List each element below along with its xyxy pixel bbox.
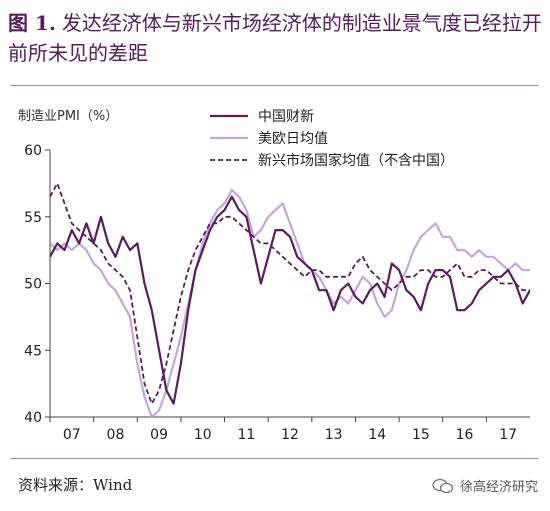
x-tick-label: 16 bbox=[456, 427, 474, 443]
source-divider bbox=[10, 458, 538, 459]
y-tick-label: 40 bbox=[24, 410, 42, 426]
x-tick-label: 14 bbox=[368, 427, 386, 443]
wechat-icon bbox=[432, 478, 454, 493]
brand-name: 徐高经济研究 bbox=[459, 480, 538, 495]
legend-label-1: 美欧日均值 bbox=[258, 131, 328, 147]
x-tick-label: 11 bbox=[237, 427, 255, 443]
series-line-0 bbox=[50, 195, 530, 405]
series-line-1 bbox=[50, 188, 530, 417]
y-tick-label: 60 bbox=[24, 143, 42, 159]
legend-label-0: 中国财新 bbox=[258, 109, 314, 125]
x-tick-label: 17 bbox=[499, 427, 517, 443]
x-tick-label: 08 bbox=[107, 427, 125, 443]
y-tick-label: 55 bbox=[24, 210, 42, 226]
figure-number: 图 1. bbox=[8, 11, 56, 35]
y-tick-label: 45 bbox=[24, 343, 42, 359]
y-tick-label: 50 bbox=[24, 277, 42, 293]
figure-title: 图 1. 发达经济体与新兴市场经济体的制造业景气度已经拉开前所未见的差距 bbox=[8, 8, 544, 68]
x-tick-label: 12 bbox=[281, 427, 299, 443]
x-tick-label: 13 bbox=[325, 427, 343, 443]
x-tick-label: 09 bbox=[150, 427, 168, 443]
figure-caption: 发达经济体与新兴市场经济体的制造业景气度已经拉开前所未见的差距 bbox=[8, 11, 542, 65]
y-axis-label: 制造业PMI（%） bbox=[18, 109, 118, 124]
title-divider bbox=[10, 85, 538, 86]
legend-label-2: 新兴市场国家均值（不含中国） bbox=[258, 152, 454, 169]
brand-mark: 徐高经济研究 bbox=[432, 476, 538, 495]
x-tick-label: 07 bbox=[63, 427, 81, 443]
x-tick-label: 10 bbox=[194, 427, 212, 443]
source-note: 资料来源：Wind bbox=[18, 476, 133, 494]
series-line-2 bbox=[50, 182, 530, 405]
pmi-line-chart: 制造业PMI（%） 40 45 50 55 60 07 08 09 10 11 12 13 14 15 16 1… bbox=[18, 109, 530, 443]
x-tick-label: 15 bbox=[412, 427, 430, 443]
